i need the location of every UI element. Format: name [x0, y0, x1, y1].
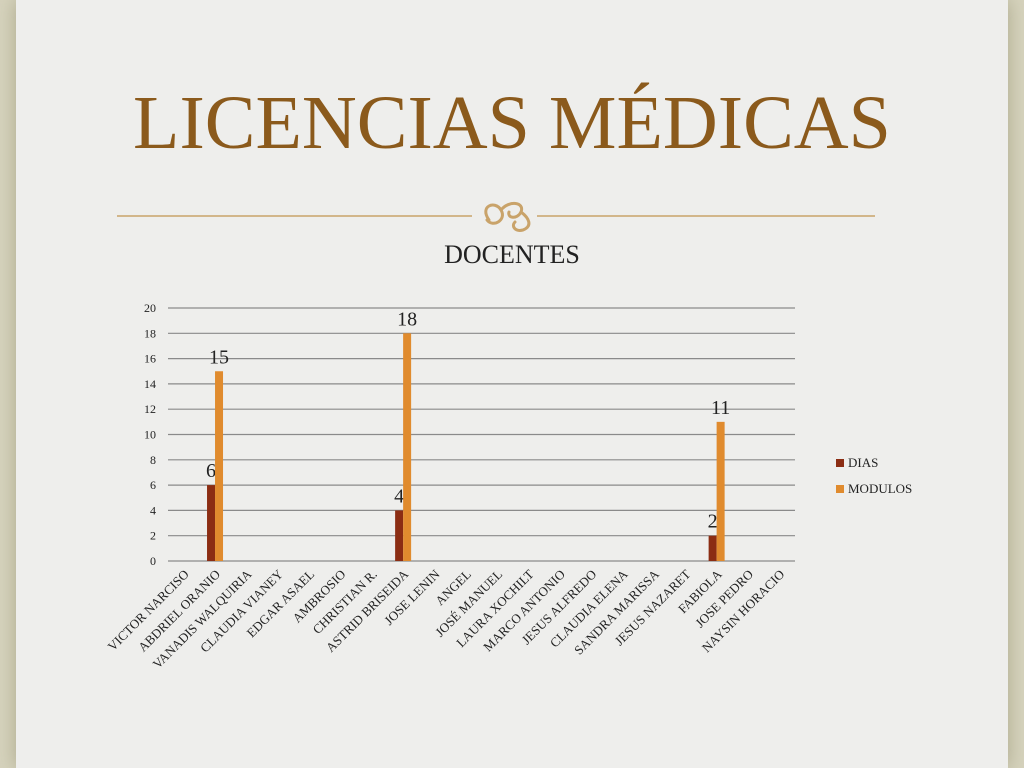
data-label-modulos: 18 — [397, 308, 417, 330]
legend-swatch-modulos — [836, 485, 844, 493]
chart-title: DOCENTES — [444, 240, 580, 269]
chart-legend: DIAS MODULOS — [836, 450, 912, 502]
y-tick-label: 8 — [150, 453, 156, 467]
y-tick-label: 6 — [150, 478, 156, 492]
y-tick-label: 12 — [144, 402, 156, 416]
y-tick-label: 18 — [144, 326, 156, 340]
legend-label-modulos: MODULOS — [848, 481, 913, 496]
slide-title: LICENCIAS MÉDICAS — [133, 81, 891, 165]
bar-dias — [708, 535, 717, 561]
data-label-dias: 2 — [708, 511, 718, 533]
legend-label-dias: DIAS — [848, 455, 879, 470]
y-tick-label: 14 — [144, 377, 156, 391]
scroll-flourish-icon — [484, 202, 531, 232]
bar-dias — [207, 485, 216, 561]
bar-modulos — [215, 371, 224, 561]
data-label-modulos: 11 — [711, 397, 730, 419]
data-label-dias: 6 — [206, 460, 216, 482]
legend-item-dias: DIAS — [836, 450, 912, 476]
legend-swatch-dias — [836, 459, 844, 467]
data-label-modulos: 15 — [209, 346, 229, 368]
y-tick-label: 20 — [144, 301, 156, 315]
bar-dias — [395, 510, 404, 561]
y-tick-label: 4 — [150, 503, 156, 517]
y-tick-label: 0 — [150, 554, 156, 568]
y-tick-label: 2 — [150, 529, 156, 543]
bar-modulos — [716, 421, 725, 561]
y-tick-label: 16 — [144, 352, 156, 366]
title-divider — [117, 202, 875, 232]
bar-modulos — [403, 333, 412, 561]
legend-item-modulos: MODULOS — [836, 476, 912, 502]
y-tick-label: 10 — [144, 428, 156, 442]
data-label-dias: 4 — [394, 485, 404, 507]
